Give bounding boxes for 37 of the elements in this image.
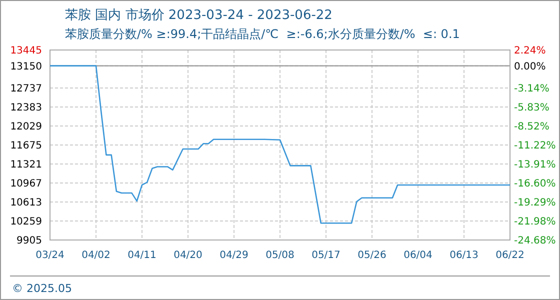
line-series — [49, 65, 511, 224]
y-tick-label: 10613 — [10, 198, 42, 208]
x-tick-label: 04/20 — [174, 250, 202, 261]
x-tick-label: 04/11 — [128, 250, 156, 261]
x-tick-label: 04/29 — [220, 250, 248, 261]
y2-tick-label: -8.52% — [514, 121, 550, 132]
y2-tick-label: 2.24% — [514, 46, 546, 56]
y2-tick-label: -16.60% — [514, 178, 556, 190]
y-tick-label: 10259 — [10, 216, 42, 228]
y-tick-label: 13445 — [10, 46, 42, 56]
x-tick-label: 05/08 — [266, 250, 294, 261]
y2-tick-label: -11.22% — [514, 140, 556, 152]
x-tick-label: 05/26 — [358, 250, 386, 261]
x-tick-label: 04/02 — [82, 250, 110, 261]
y-tick-label: 9905 — [16, 236, 42, 246]
x-tick-label: 05/17 — [312, 250, 340, 261]
x-tick-label: 06/13 — [450, 250, 478, 261]
y2-tick-label: -13.91% — [514, 159, 556, 170]
y-tick-label: 12029 — [10, 122, 42, 132]
x-tick-label: 03/24 — [36, 250, 64, 261]
y2-tick-label: 0.00% — [514, 61, 546, 72]
y-tick-label: 12737 — [10, 84, 42, 94]
text: © 2025.05 — [12, 282, 72, 295]
y2-tick-label: -21.98% — [514, 216, 556, 228]
chart-title: 苯胺 国内 市场价 2023-03-24 - 2023-06-22 — [65, 8, 332, 23]
x-tick-label: 06/22 — [496, 250, 524, 261]
y2-tick-label: -3.14% — [514, 83, 550, 94]
y-tick-label: 11675 — [10, 140, 42, 152]
y-tick-label: 13150 — [10, 61, 42, 72]
y-tick-label: 11321 — [10, 160, 42, 170]
y2-tick-label: -19.29% — [514, 197, 556, 208]
y2-tick-label: -5.83% — [514, 102, 550, 114]
y2-tick-label: -24.68% — [514, 236, 556, 246]
y-tick-label: 10967 — [10, 178, 42, 190]
x-tick-label: 06/04 — [404, 250, 432, 261]
chart-subtitle: 苯胺质量分数/% ≥:99.4;干品结晶点/℃ ≥:-6.6;水分质量分数/% ≤: 0.1 — [65, 27, 460, 41]
y-tick-label: 12383 — [10, 102, 42, 114]
